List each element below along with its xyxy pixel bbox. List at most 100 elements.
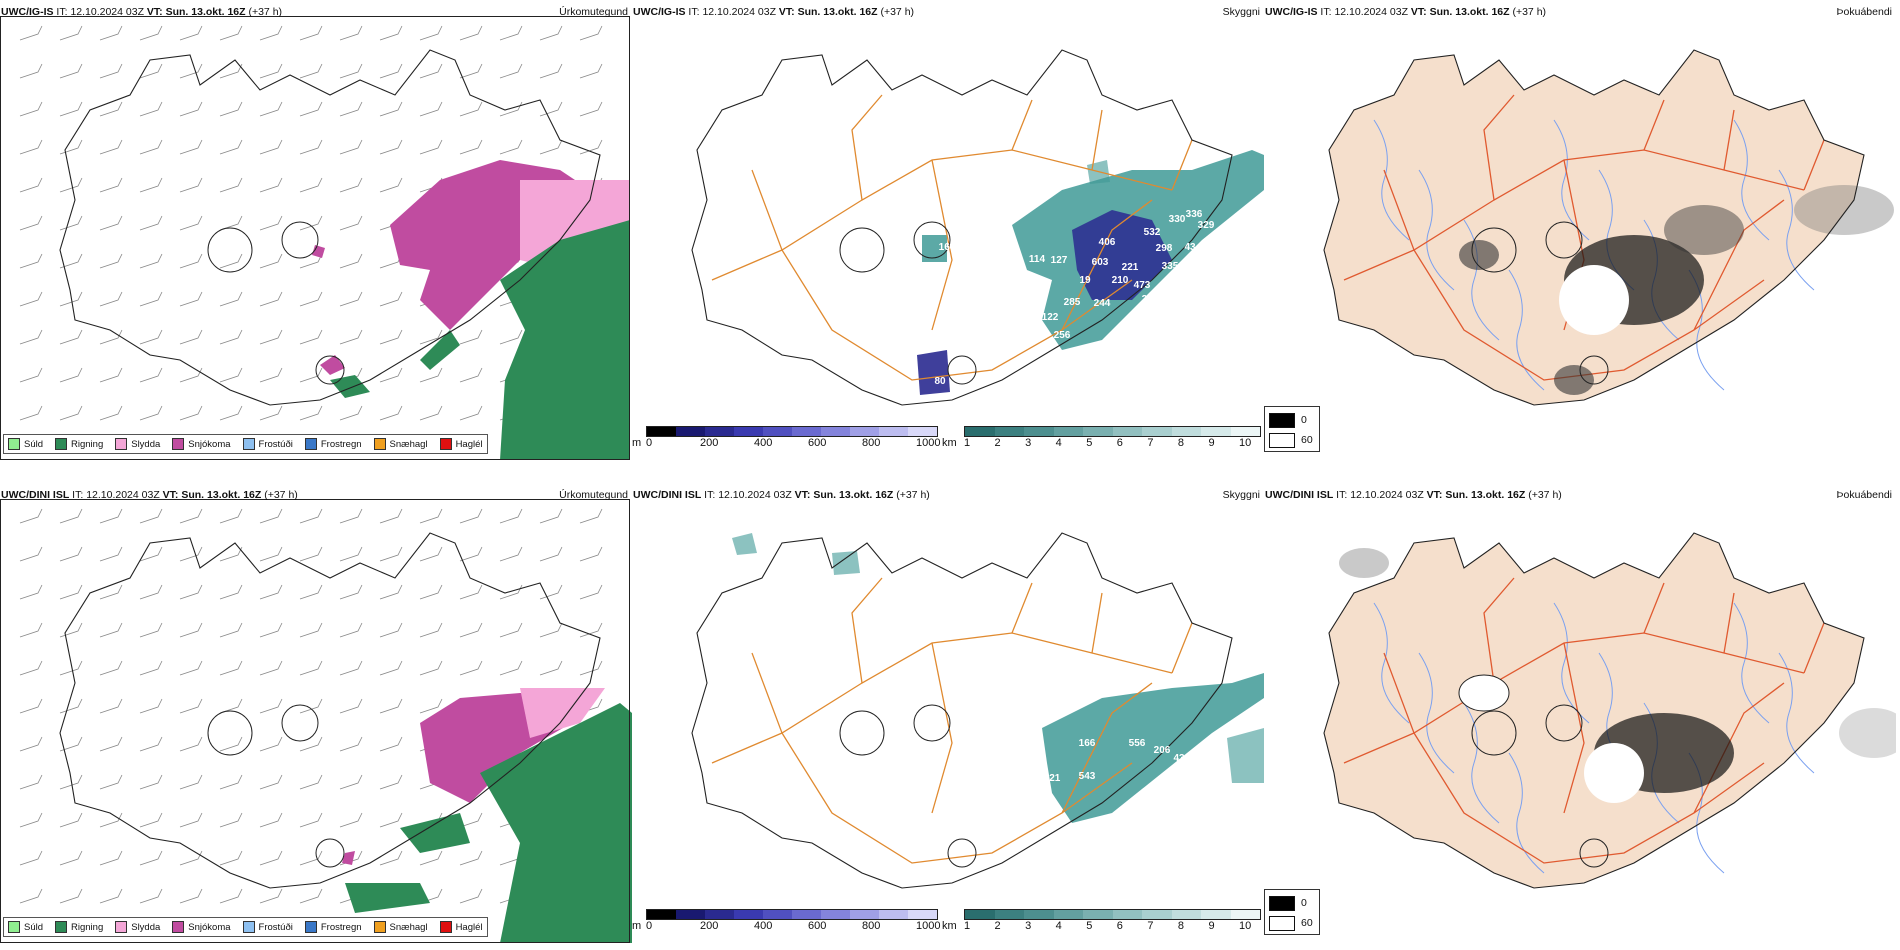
wind-barb xyxy=(19,508,43,524)
colorbar-tick: 200 xyxy=(700,437,719,449)
colorbar-step xyxy=(705,910,734,919)
wind-barb xyxy=(379,660,403,676)
ceiling-value-label: 543 xyxy=(1079,771,1096,782)
colorbar-step xyxy=(1112,427,1142,436)
fog-indicator-area xyxy=(1339,548,1896,803)
colorbar-tick: 1 xyxy=(964,920,971,932)
glacier-outline xyxy=(1471,710,1517,756)
wind-barb xyxy=(19,177,43,193)
wind-barb xyxy=(379,774,403,790)
wind-barb xyxy=(139,774,163,790)
legend-swatch xyxy=(8,438,20,450)
wind-barb xyxy=(259,367,283,383)
wind-barb xyxy=(419,546,443,562)
fog-key-label: 0 xyxy=(1301,414,1307,426)
fog-map xyxy=(1323,532,1896,889)
wind-barb xyxy=(299,367,323,383)
colorbar-tick: 800 xyxy=(862,920,881,932)
wind-barb xyxy=(59,215,83,231)
wind-barb xyxy=(19,698,43,714)
wind-barb xyxy=(59,329,83,345)
colorbar-tick: 1 xyxy=(964,437,971,449)
wind-barb xyxy=(99,101,123,117)
wind-barb xyxy=(259,63,283,79)
wind-barb xyxy=(499,101,523,117)
ceiling-value-label: 421 xyxy=(1044,773,1061,784)
colorbar-step xyxy=(1053,427,1083,436)
legend-item: Snæhagl xyxy=(373,921,428,933)
legend-label: Súld xyxy=(24,438,44,450)
wind-barb xyxy=(219,291,243,307)
wind-barb xyxy=(259,253,283,269)
wind-barb xyxy=(19,25,43,41)
wind-barb xyxy=(139,546,163,562)
panel-type-label: Úrkomutegund xyxy=(559,489,628,501)
colorbar-step xyxy=(1230,910,1260,919)
wind-barb xyxy=(59,253,83,269)
wind-barb xyxy=(179,584,203,600)
colorbar-step xyxy=(792,427,821,436)
coastline xyxy=(691,49,1233,406)
road-line xyxy=(1171,622,1193,674)
road-line xyxy=(1693,199,1785,331)
colorbar-step xyxy=(647,427,676,436)
wind-barb xyxy=(459,546,483,562)
legend-label: Frostregn xyxy=(320,921,362,933)
wind-barb xyxy=(19,253,43,269)
wind-barb xyxy=(139,101,163,117)
wind-barb xyxy=(299,812,323,828)
panel-type-label: Þokuábendi xyxy=(1836,489,1892,501)
ceiling-value-label: 335 xyxy=(1162,261,1179,272)
wind-barb xyxy=(139,291,163,307)
wind-barb xyxy=(99,888,123,904)
glacier-outline xyxy=(315,355,345,385)
legend-swatch xyxy=(304,921,317,933)
colorbar-step xyxy=(965,910,995,919)
colorbar-step xyxy=(994,910,1024,919)
colorbar-tick: 1000 xyxy=(916,920,941,932)
panel-title: UWC/IG-IS IT: 12.10.2024 03Z VT: Sun. 13… xyxy=(633,6,915,18)
fog-key-swatch xyxy=(1269,916,1295,931)
ceiling-value-label: 329 xyxy=(1198,220,1215,231)
road-line xyxy=(1723,109,1735,171)
ceiling-value-label: 285 xyxy=(1064,297,1081,308)
fog-key-swatch xyxy=(1269,413,1295,428)
colorbar-tick: 800 xyxy=(862,437,881,449)
wind-barb xyxy=(139,660,163,676)
wind-barb xyxy=(499,63,523,79)
road-line xyxy=(1061,682,1153,814)
colorbar-step xyxy=(1201,910,1231,919)
wind-barb xyxy=(59,25,83,41)
wind-barb xyxy=(99,215,123,231)
wind-barb xyxy=(19,367,43,383)
wind-barb xyxy=(299,698,323,714)
wind-barb xyxy=(179,253,203,269)
road-network xyxy=(711,577,1193,864)
wind-barb xyxy=(539,660,563,676)
glacier-outline xyxy=(839,227,885,273)
river-line xyxy=(1508,269,1545,391)
wind-barb xyxy=(419,850,443,866)
colorbar-step xyxy=(908,910,937,919)
glacier-outline xyxy=(913,221,951,259)
legend-label: Frostúði xyxy=(258,921,293,933)
wind-barb xyxy=(419,101,443,117)
panel-type-label: Skyggni xyxy=(1222,489,1260,501)
wind-barb xyxy=(139,508,163,524)
wind-barb xyxy=(539,139,563,155)
wind-barb xyxy=(99,812,123,828)
wind-barb xyxy=(539,25,563,41)
colorbar-step xyxy=(676,427,705,436)
wind-barb xyxy=(139,253,163,269)
colorbar-step xyxy=(1171,427,1201,436)
colorbar-step xyxy=(792,910,821,919)
wind-barb xyxy=(339,215,363,231)
road-line xyxy=(1061,199,1153,331)
wind-barb xyxy=(259,291,283,307)
glacier-outline xyxy=(1579,838,1609,868)
wind-barb xyxy=(259,405,283,421)
colorbar-tick: 10 xyxy=(1239,437,1252,449)
fog-panel-bottom: UWC/DINI ISL IT: 12.10.2024 03Z VT: Sun.… xyxy=(1264,483,1896,945)
wind-barb xyxy=(419,139,443,155)
